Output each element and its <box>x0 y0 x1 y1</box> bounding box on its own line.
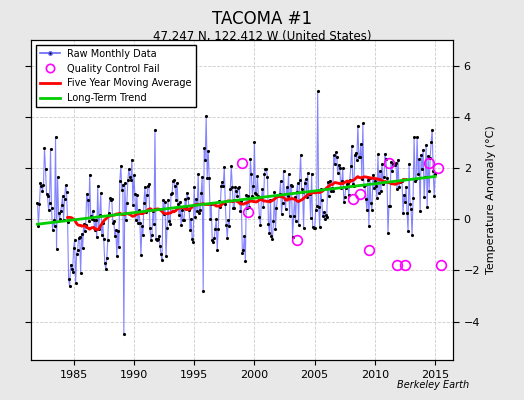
Y-axis label: Temperature Anomaly (°C): Temperature Anomaly (°C) <box>486 126 496 274</box>
Text: 47.247 N, 122.412 W (United States): 47.247 N, 122.412 W (United States) <box>153 30 371 43</box>
Legend: Raw Monthly Data, Quality Control Fail, Five Year Moving Average, Long-Term Tren: Raw Monthly Data, Quality Control Fail, … <box>36 45 196 107</box>
Text: TACOMA #1: TACOMA #1 <box>212 10 312 28</box>
Text: Berkeley Earth: Berkeley Earth <box>397 380 469 390</box>
